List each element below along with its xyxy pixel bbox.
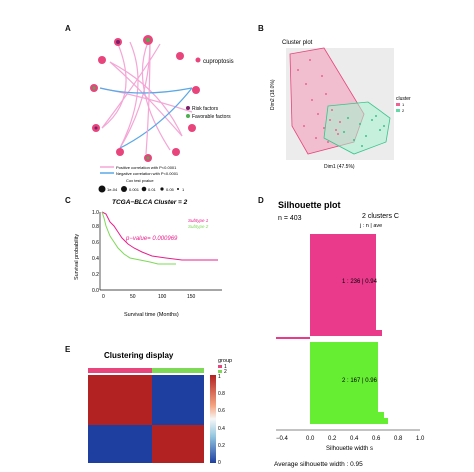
- legend-favorable-dot: [186, 114, 190, 118]
- cluster-legend-2: 2: [402, 108, 405, 113]
- silhouette-plot: Silhouette plot n = 403 2 clusters C j :…: [274, 200, 425, 468]
- cluster-xlabel: Dim1 (47.5%): [324, 164, 355, 170]
- svg-text:1.0: 1.0: [416, 436, 425, 442]
- svg-text:0.4: 0.4: [218, 426, 225, 432]
- panel-label-b: B: [258, 24, 264, 33]
- heatmap-legend-title: group: [218, 358, 232, 364]
- svg-text:0.6: 0.6: [372, 436, 381, 442]
- svg-text:0: 0: [218, 460, 221, 466]
- heatmap-title: Clustering display: [104, 351, 174, 360]
- legend-risk: Risk factors: [192, 106, 219, 112]
- svg-text:100: 100: [158, 294, 167, 300]
- size-label-3: 0.01: [148, 187, 157, 192]
- legend-favorable: Favorable factors: [192, 114, 231, 120]
- silhouette-n: n = 403: [278, 215, 302, 222]
- silhouette-bars-cluster-2: [310, 342, 388, 424]
- legend-cuproptosis-dot: [195, 57, 201, 63]
- svg-text:0.6: 0.6: [218, 408, 225, 414]
- svg-text:0.2: 0.2: [218, 443, 225, 449]
- svg-text:−0.4: −0.4: [276, 436, 289, 442]
- svg-text:1.0: 1.0: [92, 210, 99, 216]
- size-label-2: 0.001: [129, 187, 140, 192]
- cluster-legend-title: cluster: [396, 96, 411, 102]
- svg-text:0.0: 0.0: [92, 288, 99, 294]
- heatmap-scale-ticks: 1 0.8 0.6 0.4 0.2 0: [218, 374, 225, 466]
- svg-text:0.2: 0.2: [92, 272, 99, 278]
- survival-ylabel: Survival probability: [74, 234, 80, 280]
- svg-text:1: 1: [218, 374, 221, 380]
- survival-legend-2: Subtype 2: [188, 224, 209, 229]
- svg-text:0.4: 0.4: [92, 256, 99, 262]
- heatmap-block-12: [152, 375, 204, 425]
- panel-label-d: D: [258, 196, 264, 205]
- legend-positive: Positive correlation with P<0.0001: [116, 165, 177, 170]
- svg-text:50: 50: [130, 294, 136, 300]
- silhouette-bars-cluster-1: [310, 234, 382, 336]
- silhouette-header-clusters: 2 clusters C: [362, 213, 399, 220]
- cluster-1-points: [297, 59, 341, 143]
- network-nodes: [90, 35, 200, 162]
- panel-label-a: A: [65, 24, 71, 33]
- legend-negative: Negative correlation with P<0.0001: [116, 171, 179, 176]
- survival-pvalue: p−value= 0.000969: [125, 236, 178, 242]
- survival-y-ticks: 0.0 0.2 0.4 0.6 0.8 1.0: [92, 210, 99, 294]
- size-label-5: 1: [182, 187, 185, 192]
- heatmap-group-bar-1: [88, 368, 152, 373]
- legend-size-title: Cox test pvalue: [126, 178, 154, 183]
- heatmap-color-scale: [210, 375, 216, 463]
- survival-title: TCGA−BLCA Cluster = 2: [112, 199, 188, 206]
- network-legend: Positive correlation with P<0.0001 Negat…: [98, 165, 185, 193]
- heatmap-legend-2: 2: [224, 369, 227, 375]
- size-label-4: 0.05: [166, 187, 175, 192]
- survival-xlabel: Survival time (Months): [124, 312, 179, 318]
- svg-text:0.4: 0.4: [350, 436, 359, 442]
- heatmap-block-21: [88, 425, 152, 463]
- legend-cuproptosis: cuproptosis: [203, 59, 234, 65]
- survival-curve-subtype-2: [101, 211, 176, 265]
- cluster-ylabel: Dim2 (18.0%): [270, 79, 276, 110]
- silhouette-row-1: 1 : 236 | 0.94: [342, 279, 378, 285]
- cluster-plot-title: Cluster plot: [282, 40, 313, 46]
- network-edges: [99, 41, 193, 155]
- network-plot: cuproptosis Risk factors Favorable facto…: [90, 35, 234, 162]
- legend-risk-dot: [186, 106, 190, 110]
- consensus-heatmap: Clustering display 1 0.8 0.6 0.4 0.2 0 g…: [88, 351, 232, 466]
- cluster-2-hull: [323, 101, 391, 155]
- svg-text:0.8: 0.8: [92, 224, 99, 230]
- panel-label-e: E: [65, 345, 71, 354]
- svg-text:0.6: 0.6: [92, 240, 99, 246]
- heatmap-group-bar-2: [152, 368, 204, 373]
- svg-text:0.2: 0.2: [328, 436, 337, 442]
- silhouette-x-ticks: −0.4 0.0 0.2 0.4 0.6 0.8 1.0: [276, 436, 425, 442]
- silhouette-xlabel: Silhouette width s: [326, 446, 373, 452]
- svg-text:0: 0: [102, 294, 105, 300]
- survival-x-ticks: 0 50 100 150: [102, 294, 196, 300]
- silhouette-header-cols: j : n | ave: [359, 223, 382, 229]
- cluster-plot: Cluster plot Dim2 (18.0%) Dim1 (47.5%) c…: [270, 40, 411, 170]
- survival-legend-1: Subtype 1: [188, 218, 209, 223]
- survival-curve-subtype-1: [101, 211, 218, 261]
- silhouette-row-2: 2 : 167 | 0.96: [342, 378, 378, 384]
- silhouette-footer: Average silhouette width : 0.95: [274, 461, 363, 468]
- svg-text:0.8: 0.8: [394, 436, 403, 442]
- heatmap-legend-1: 1: [224, 364, 227, 370]
- panel-label-c: C: [65, 196, 71, 205]
- size-label-1: 1e-04: [107, 187, 118, 192]
- svg-text:150: 150: [187, 294, 196, 300]
- survival-plot: TCGA−BLCA Cluster = 2 0.0 0.2 0.4 0.6 0.…: [74, 199, 222, 318]
- heatmap-block-22: [152, 425, 204, 463]
- cluster-legend-1: 1: [402, 102, 405, 107]
- cluster-2-points: [343, 115, 385, 147]
- silhouette-title: Silhouette plot: [278, 200, 341, 210]
- svg-text:0.0: 0.0: [306, 436, 315, 442]
- svg-text:0.8: 0.8: [218, 391, 225, 397]
- heatmap-block-11: [88, 375, 152, 425]
